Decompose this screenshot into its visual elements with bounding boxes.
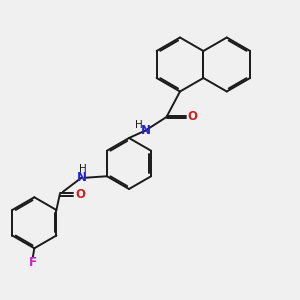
Text: F: F bbox=[29, 256, 37, 269]
Text: N: N bbox=[76, 171, 86, 184]
Text: O: O bbox=[75, 188, 85, 201]
Text: N: N bbox=[140, 124, 151, 137]
Text: H: H bbox=[135, 120, 143, 130]
Text: O: O bbox=[188, 110, 198, 124]
Text: H: H bbox=[79, 164, 87, 174]
